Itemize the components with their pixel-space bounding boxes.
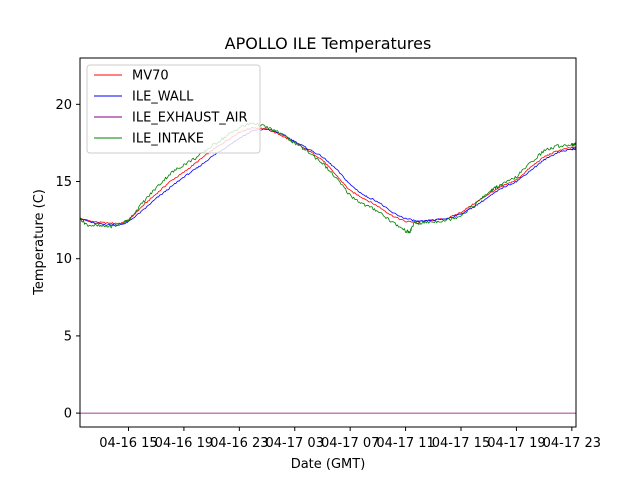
series-layer [80,122,576,414]
chart-title: APOLLO ILE Temperatures [225,34,432,53]
x-tick-label: 04-17 15 [432,436,490,451]
legend: MV70 ILE_WALL ILE_EXHAUST_AIR ILE_INTAKE [86,64,261,154]
y-tick-label: 15 [55,175,72,190]
y-axis: 0 5 10 15 20 [55,98,80,422]
legend-label: MV70 [132,69,169,84]
y-tick-label: 0 [64,407,72,422]
y-axis-label: Temperature (C) [32,189,47,296]
y-tick-label: 20 [55,98,72,113]
x-tick-label: 04-17 23 [543,436,601,451]
x-tick-label: 04-17 07 [321,436,379,451]
series-line-mv70 [80,126,576,225]
x-axis-label: Date (GMT) [291,457,366,472]
x-tick-label: 04-16 19 [155,436,213,451]
x-tick-label: 04-16 15 [99,436,157,451]
x-tick-label: 04-17 19 [487,436,545,451]
legend-label: ILE_WALL [132,90,194,105]
legend-box [86,64,261,154]
y-tick-label: 5 [64,329,72,344]
plot-frame [79,57,577,428]
x-tick-label: 04-17 03 [266,436,324,451]
legend-label: ILE_EXHAUST_AIR [132,111,248,126]
x-tick-label: 04-17 11 [376,436,434,451]
x-tick-label: 04-16 23 [210,436,268,451]
series-line-ile-intake [80,122,576,234]
series-line-ile-wall [80,128,576,226]
y-tick-label: 10 [55,252,72,267]
legend-label: ILE_INTAKE [132,132,204,147]
